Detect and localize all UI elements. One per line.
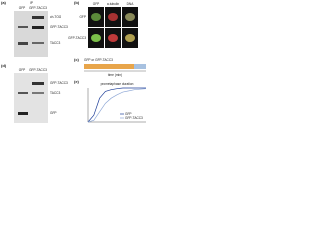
lane-label: GFP [19,6,26,10]
row-label: GFP-TACC3 [68,36,86,40]
legend-label: GFP-TACC3 [125,116,143,120]
micrographs [88,7,138,48]
band [18,112,28,115]
band [32,92,44,94]
band [32,26,44,29]
band-label: TACC3 [50,91,60,95]
band [18,26,28,28]
ip-header: IP [30,1,33,5]
timeline-bar [84,64,134,69]
band-label: GFP-TACC3 [50,25,68,29]
column-label: DNA [127,2,135,6]
band [32,42,44,44]
row-label: GFP [79,15,86,19]
panel-label: (b) [74,0,80,5]
band [18,92,28,94]
panel-label: (c) [74,57,80,62]
column-label: GFP [93,2,100,6]
panel-label: (a) [1,0,7,5]
series-line [87,88,147,123]
band-label: GFP-TACC3 [50,81,68,85]
band-label: TACC3 [50,41,60,45]
chart-title: prometaphase duration [101,82,134,86]
column-label: α-tubulin [107,2,120,6]
axis-label: time (min) [108,73,122,77]
legend-label: GFP [125,112,132,116]
band [18,42,28,45]
panel-label: (e) [74,79,80,84]
band [32,16,44,19]
band-label: ch-TOG [50,15,62,19]
blot [14,73,48,123]
band [32,82,44,85]
panel-label: (d) [1,63,7,68]
series-line [87,87,146,123]
band-label: GFP [50,111,57,115]
timeline-text: GFP or GFP-TACC3 [84,58,113,62]
lane-label: GFP-TACC3 [29,6,47,10]
lane-label: GFP [19,68,26,72]
figure: (a) IP GFP GFP-TACC3 ch-TOG GFP-TACC3 TA… [1,0,147,123]
lane-label: GFP-TACC3 [29,68,47,72]
timeline-bar [134,64,146,69]
